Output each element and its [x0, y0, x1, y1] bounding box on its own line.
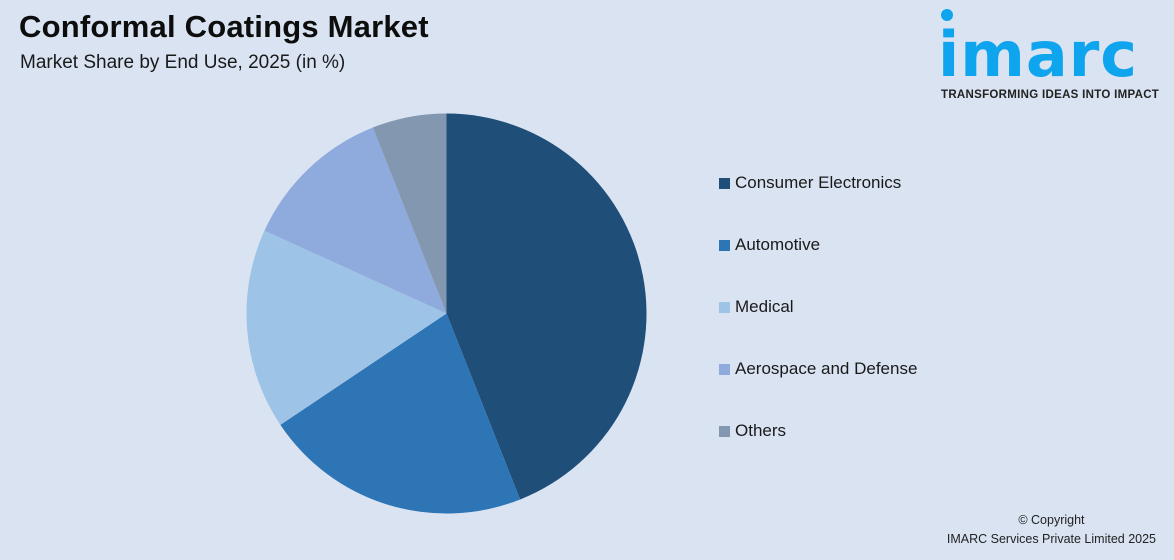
- pie-slice-automotive: [280, 313, 521, 514]
- legend-label: Others: [735, 421, 787, 440]
- logo-tagline: TRANSFORMING IDEAS INTO IMPACT: [941, 89, 1160, 101]
- legend-swatch-icon: [719, 301, 730, 313]
- legend-item-aerospace-and-defense: Aerospace and Defense: [719, 358, 917, 380]
- legend-swatch-icon: [719, 239, 730, 251]
- logo-wordmark: imarc: [938, 18, 1139, 91]
- legend-swatch-icon: [719, 425, 730, 437]
- legend-item-consumer-electronics: Consumer Electronics: [719, 172, 917, 194]
- copyright-notice: © Copyright IMARC Services Private Limit…: [947, 511, 1156, 549]
- legend-label: Aerospace and Defense: [735, 359, 918, 378]
- chart-legend: Consumer Electronics Automotive Medical Aer…: [719, 172, 917, 482]
- imarc-logo: imarc TRANSFORMING IDEAS INTO IMPACT: [936, 6, 1166, 106]
- legend-label: Consumer Electronics: [735, 173, 902, 192]
- legend-swatch-icon: [719, 177, 730, 189]
- chart-title: Conformal Coatings Market: [19, 9, 429, 44]
- chart-subtitle: Market Share by End Use, 2025 (in %): [20, 52, 346, 73]
- pie-slice-others: [372, 113, 447, 314]
- pie-slice-consumer-electronics: [446, 113, 647, 500]
- legend-item-medical: Medical: [719, 296, 917, 318]
- copyright-line-1: © Copyright: [1018, 513, 1085, 527]
- legend-label: Automotive: [735, 235, 821, 254]
- pie-chart: [246, 113, 647, 514]
- legend-item-others: Others: [719, 420, 917, 442]
- legend-label: Medical: [735, 297, 794, 316]
- pie-slice-medical: [246, 230, 447, 425]
- pie-slice-aerospace-and-defense: [264, 127, 447, 314]
- copyright-line-2: IMARC Services Private Limited 2025: [946, 532, 1156, 546]
- logo-dot-icon: [941, 9, 953, 21]
- legend-item-automotive: Automotive: [719, 234, 917, 256]
- legend-swatch-icon: [719, 363, 730, 375]
